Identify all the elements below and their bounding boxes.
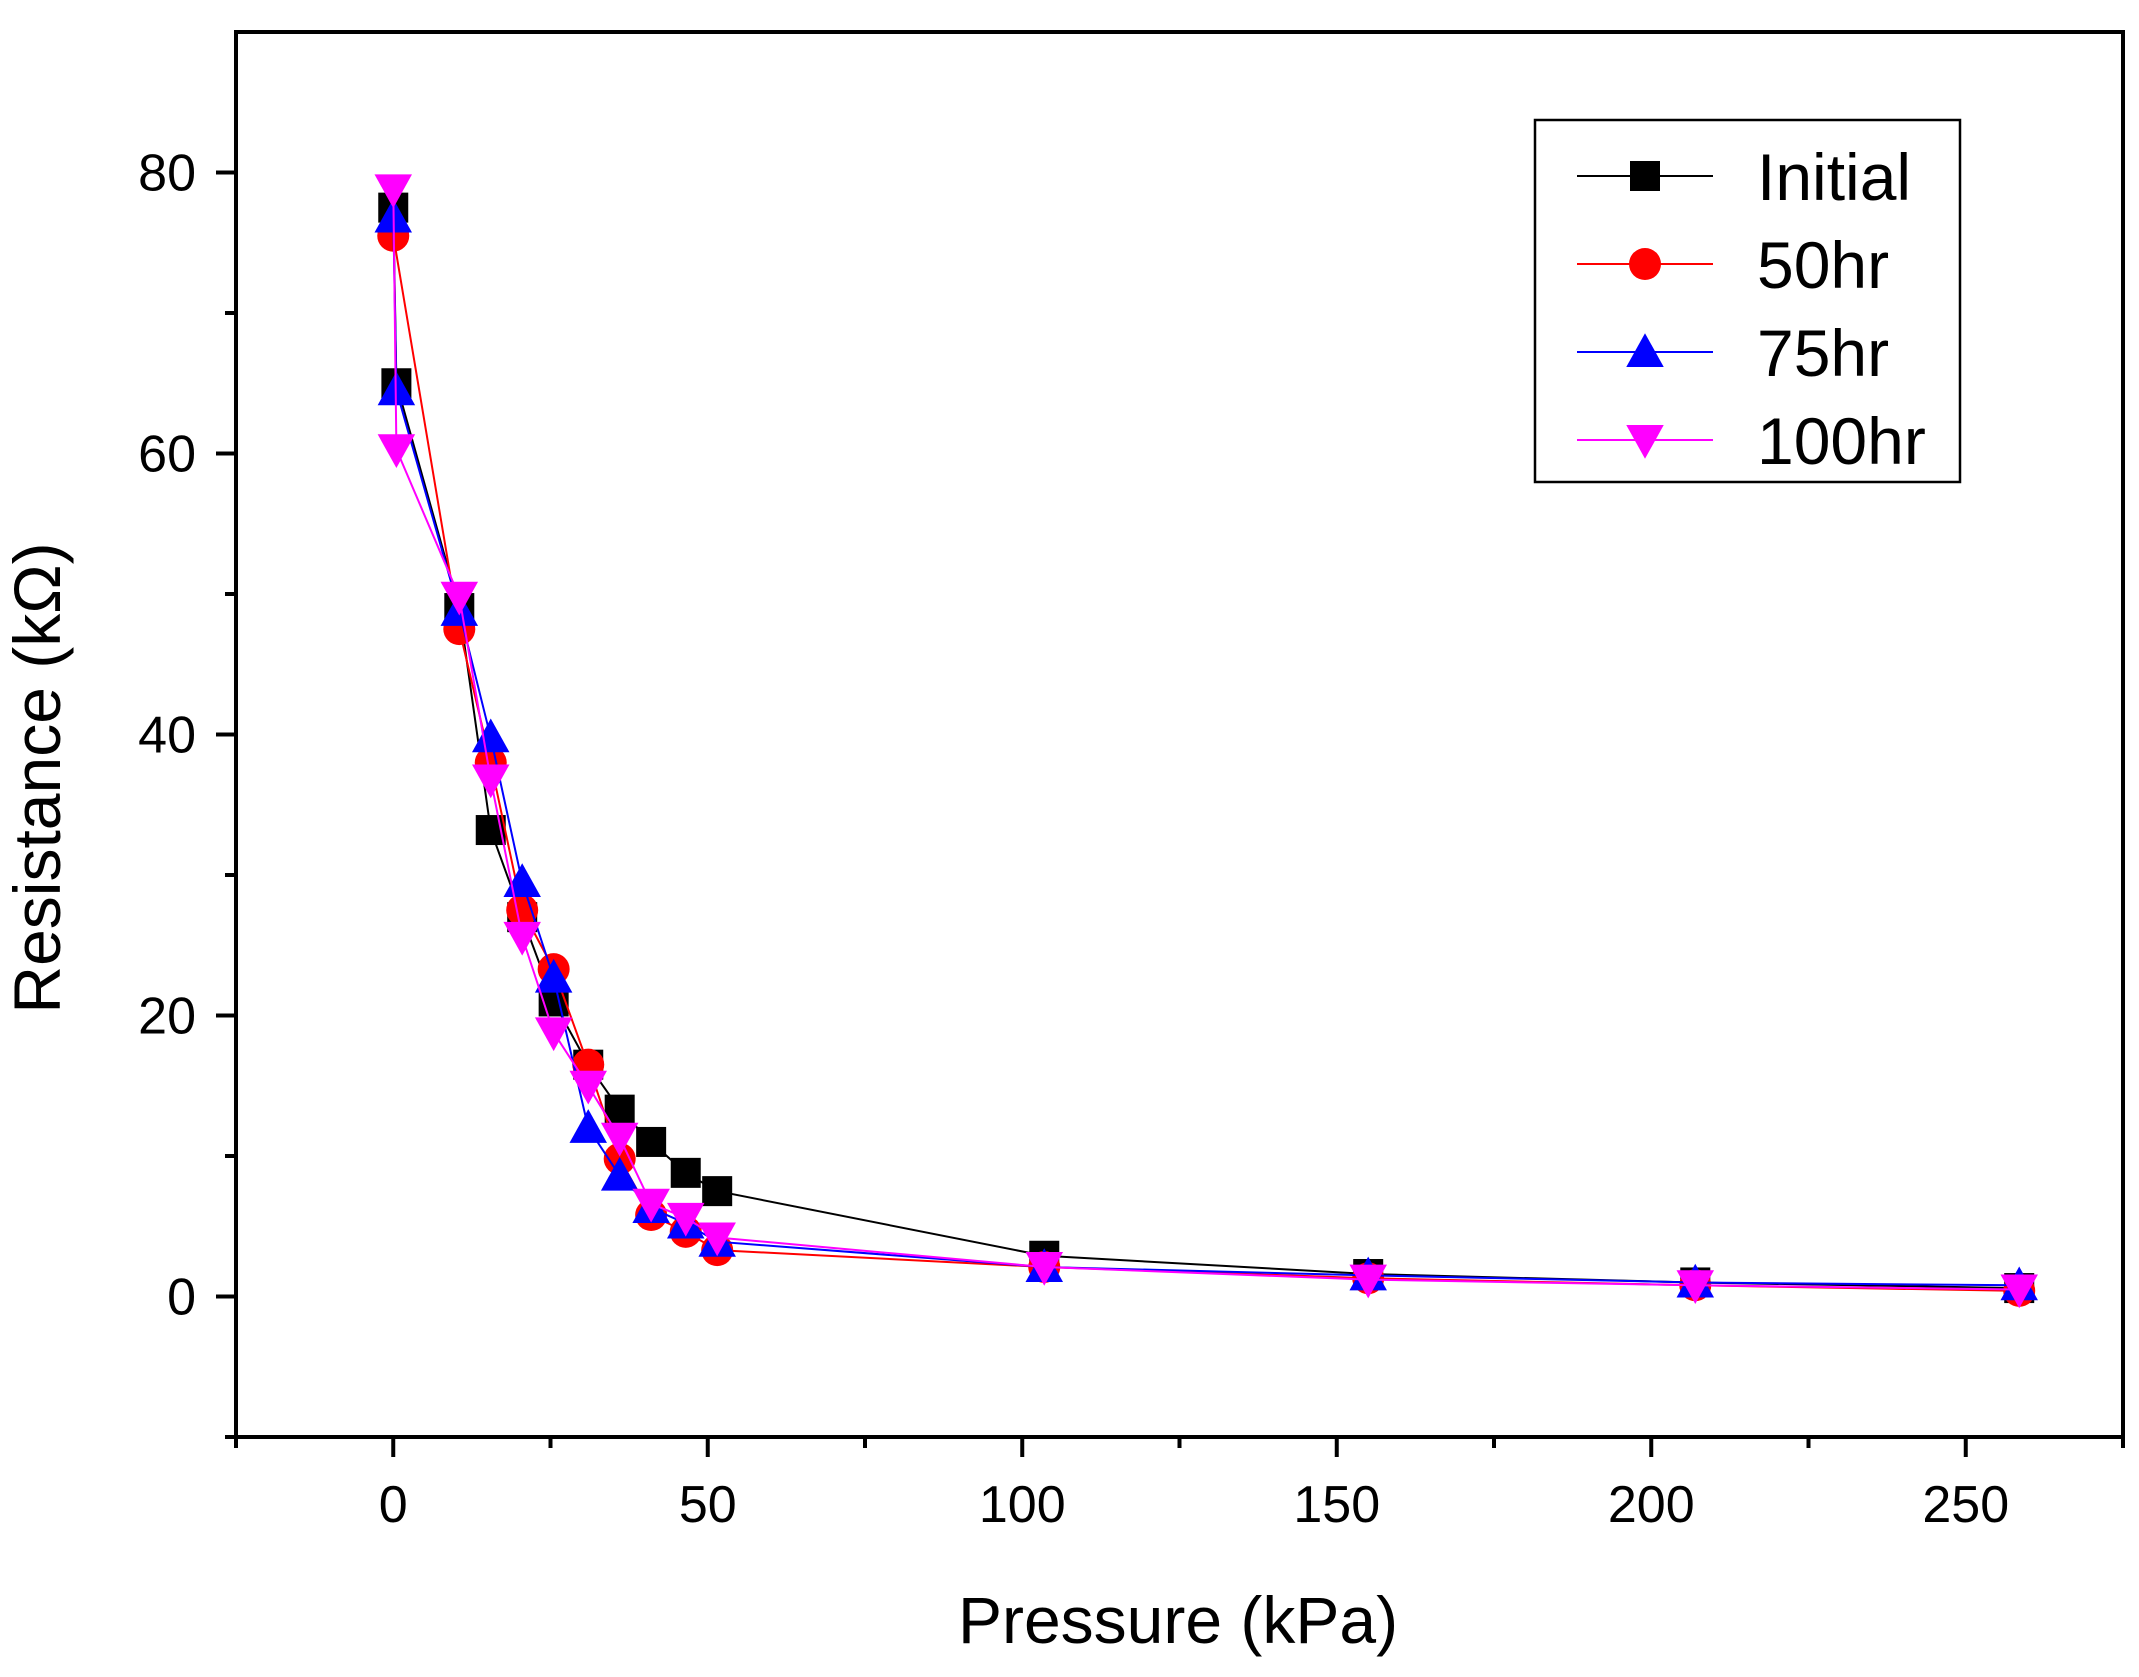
data-point-100hr xyxy=(666,1202,705,1237)
y-tick-label: 20 xyxy=(138,988,196,1046)
legend-label-initial: Initial xyxy=(1757,140,1911,214)
data-point-initial xyxy=(670,1157,701,1188)
legend: Initial 50hr 75hr 100hr xyxy=(1533,118,1962,484)
data-point-100hr xyxy=(600,1122,639,1157)
data-point-100hr xyxy=(2000,1274,2038,1309)
data-point-75hr xyxy=(471,718,510,753)
data-point-100hr xyxy=(374,174,412,209)
legend-item-initial: Initial xyxy=(1577,140,1911,214)
legend-label-100hr: 100hr xyxy=(1757,404,1926,478)
legend-marker-initial xyxy=(1630,161,1660,191)
data-point-100hr xyxy=(569,1070,607,1105)
legend-item-75hr: 75hr xyxy=(1577,316,1889,390)
legend-label-75hr: 75hr xyxy=(1757,316,1889,390)
data-point-100hr xyxy=(471,764,510,799)
y-tick-label: 40 xyxy=(138,707,196,765)
series-layer xyxy=(374,174,2038,1309)
legend-item-100hr: 100hr xyxy=(1577,404,1926,478)
data-point-100hr xyxy=(1349,1264,1387,1299)
data-point-100hr xyxy=(1676,1270,1715,1305)
data-point-100hr xyxy=(503,921,541,956)
data-point-75hr xyxy=(600,1156,639,1191)
y-tick-label: 0 xyxy=(167,1269,196,1327)
legend-marker-50hr xyxy=(1629,248,1661,280)
legend-marker-100hr xyxy=(1626,425,1664,459)
data-point-100hr xyxy=(440,581,479,616)
y-tick-label: 60 xyxy=(138,426,196,484)
x-tick-label: 250 xyxy=(1922,1476,2009,1534)
x-tick-label: 0 xyxy=(379,1476,408,1534)
x-axis-title: Pressure (kPa) xyxy=(958,1583,1398,1657)
x-tick-label: 150 xyxy=(1293,1476,1380,1534)
data-point-100hr xyxy=(534,1017,573,1052)
x-tick-label: 100 xyxy=(979,1476,1066,1534)
data-point-75hr xyxy=(534,958,573,993)
legend-item-50hr: 50hr xyxy=(1577,228,1889,302)
x-tick-label: 200 xyxy=(1608,1476,1695,1534)
data-point-100hr xyxy=(377,434,416,469)
legend-box xyxy=(1533,118,1962,484)
y-tick-label: 80 xyxy=(138,145,196,203)
tick-labels: 0 50 100 150 200 250 0 20 40 60 80 xyxy=(138,145,2009,1535)
x-tick-label: 50 xyxy=(679,1476,737,1534)
data-point-100hr xyxy=(1025,1251,1064,1286)
axis-ticks xyxy=(216,170,2125,1457)
series-100hr xyxy=(374,174,2038,1309)
data-point-100hr xyxy=(698,1222,736,1257)
data-point-50hr xyxy=(506,894,539,927)
data-point-100hr xyxy=(632,1188,670,1223)
legend-label-50hr: 50hr xyxy=(1757,228,1889,302)
data-point-initial xyxy=(702,1176,733,1207)
data-point-initial xyxy=(636,1126,667,1157)
y-axis-title: Resistance (kΩ) xyxy=(0,542,74,1013)
legend-marker-75hr xyxy=(1626,333,1664,367)
data-point-75hr xyxy=(569,1109,607,1143)
